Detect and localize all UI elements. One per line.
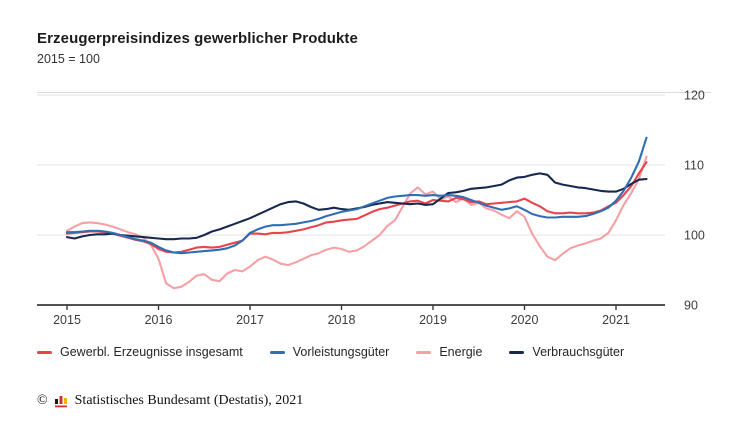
series-line-0 — [65, 161, 648, 254]
legend-label: Vorleistungsgüter — [292, 345, 390, 359]
chart-subtitle: 2015 = 100 — [37, 52, 100, 66]
copyright-symbol: © — [37, 393, 48, 408]
legend-label: Verbrauchsgüter — [532, 345, 625, 359]
y-tick-label: 100 — [684, 229, 705, 243]
legend-label: Energie — [439, 345, 483, 359]
source-text: Statistisches Bundesamt (Destatis), 2021 — [74, 393, 304, 408]
y-tick-label: 90 — [684, 299, 698, 313]
legend-line-swatch-blue — [269, 350, 285, 354]
legend-item-vorleistungsgueter: Vorleistungsgüter — [269, 345, 390, 359]
logo-bar — [54, 399, 58, 404]
legend-item-verbrauchsgueter: Verbrauchsgüter — [509, 345, 624, 359]
logo-baseline — [54, 405, 67, 408]
x-tick-label: 2020 — [511, 313, 539, 327]
header-divider — [37, 92, 711, 93]
x-tick-label: 2019 — [419, 313, 447, 327]
legend-item-energie: Energie — [416, 345, 482, 359]
legend-item-gesamt: Gewerbl. Erzeugnisse insgesamt — [37, 345, 243, 359]
legend-line-swatch-red — [37, 350, 52, 354]
x-tick-label: 2017 — [236, 313, 264, 327]
y-tick-label: 120 — [684, 89, 705, 103]
y-tick-label: 110 — [684, 159, 704, 173]
series-line-3 — [65, 172, 648, 241]
source-line: © Statistisches Bundesamt (Destatis), 20… — [37, 393, 303, 409]
destatis-logo-icon — [54, 396, 67, 408]
chart-title: Erzeugerpreisindizes gewerblicher Produk… — [37, 30, 358, 47]
chart-legend: Gewerbl. Erzeugnisse insgesamt Vorleistu… — [37, 345, 624, 359]
x-tick-label: 2015 — [53, 313, 81, 327]
chart-header: Erzeugerpreisindizes gewerblicher Produk… — [37, 30, 358, 66]
series-line-2 — [65, 155, 648, 290]
x-tick-label: 2021 — [602, 313, 630, 327]
legend-label: Gewerbl. Erzeugnisse insgesamt — [60, 345, 243, 359]
x-tick-label: 2018 — [328, 313, 356, 327]
logo-bar — [59, 396, 63, 404]
x-tick-label: 2016 — [145, 313, 173, 327]
legend-line-swatch-pink — [416, 350, 432, 354]
logo-bar — [63, 398, 67, 404]
series-line-1 — [65, 136, 648, 255]
legend-line-swatch-navy — [509, 350, 525, 354]
